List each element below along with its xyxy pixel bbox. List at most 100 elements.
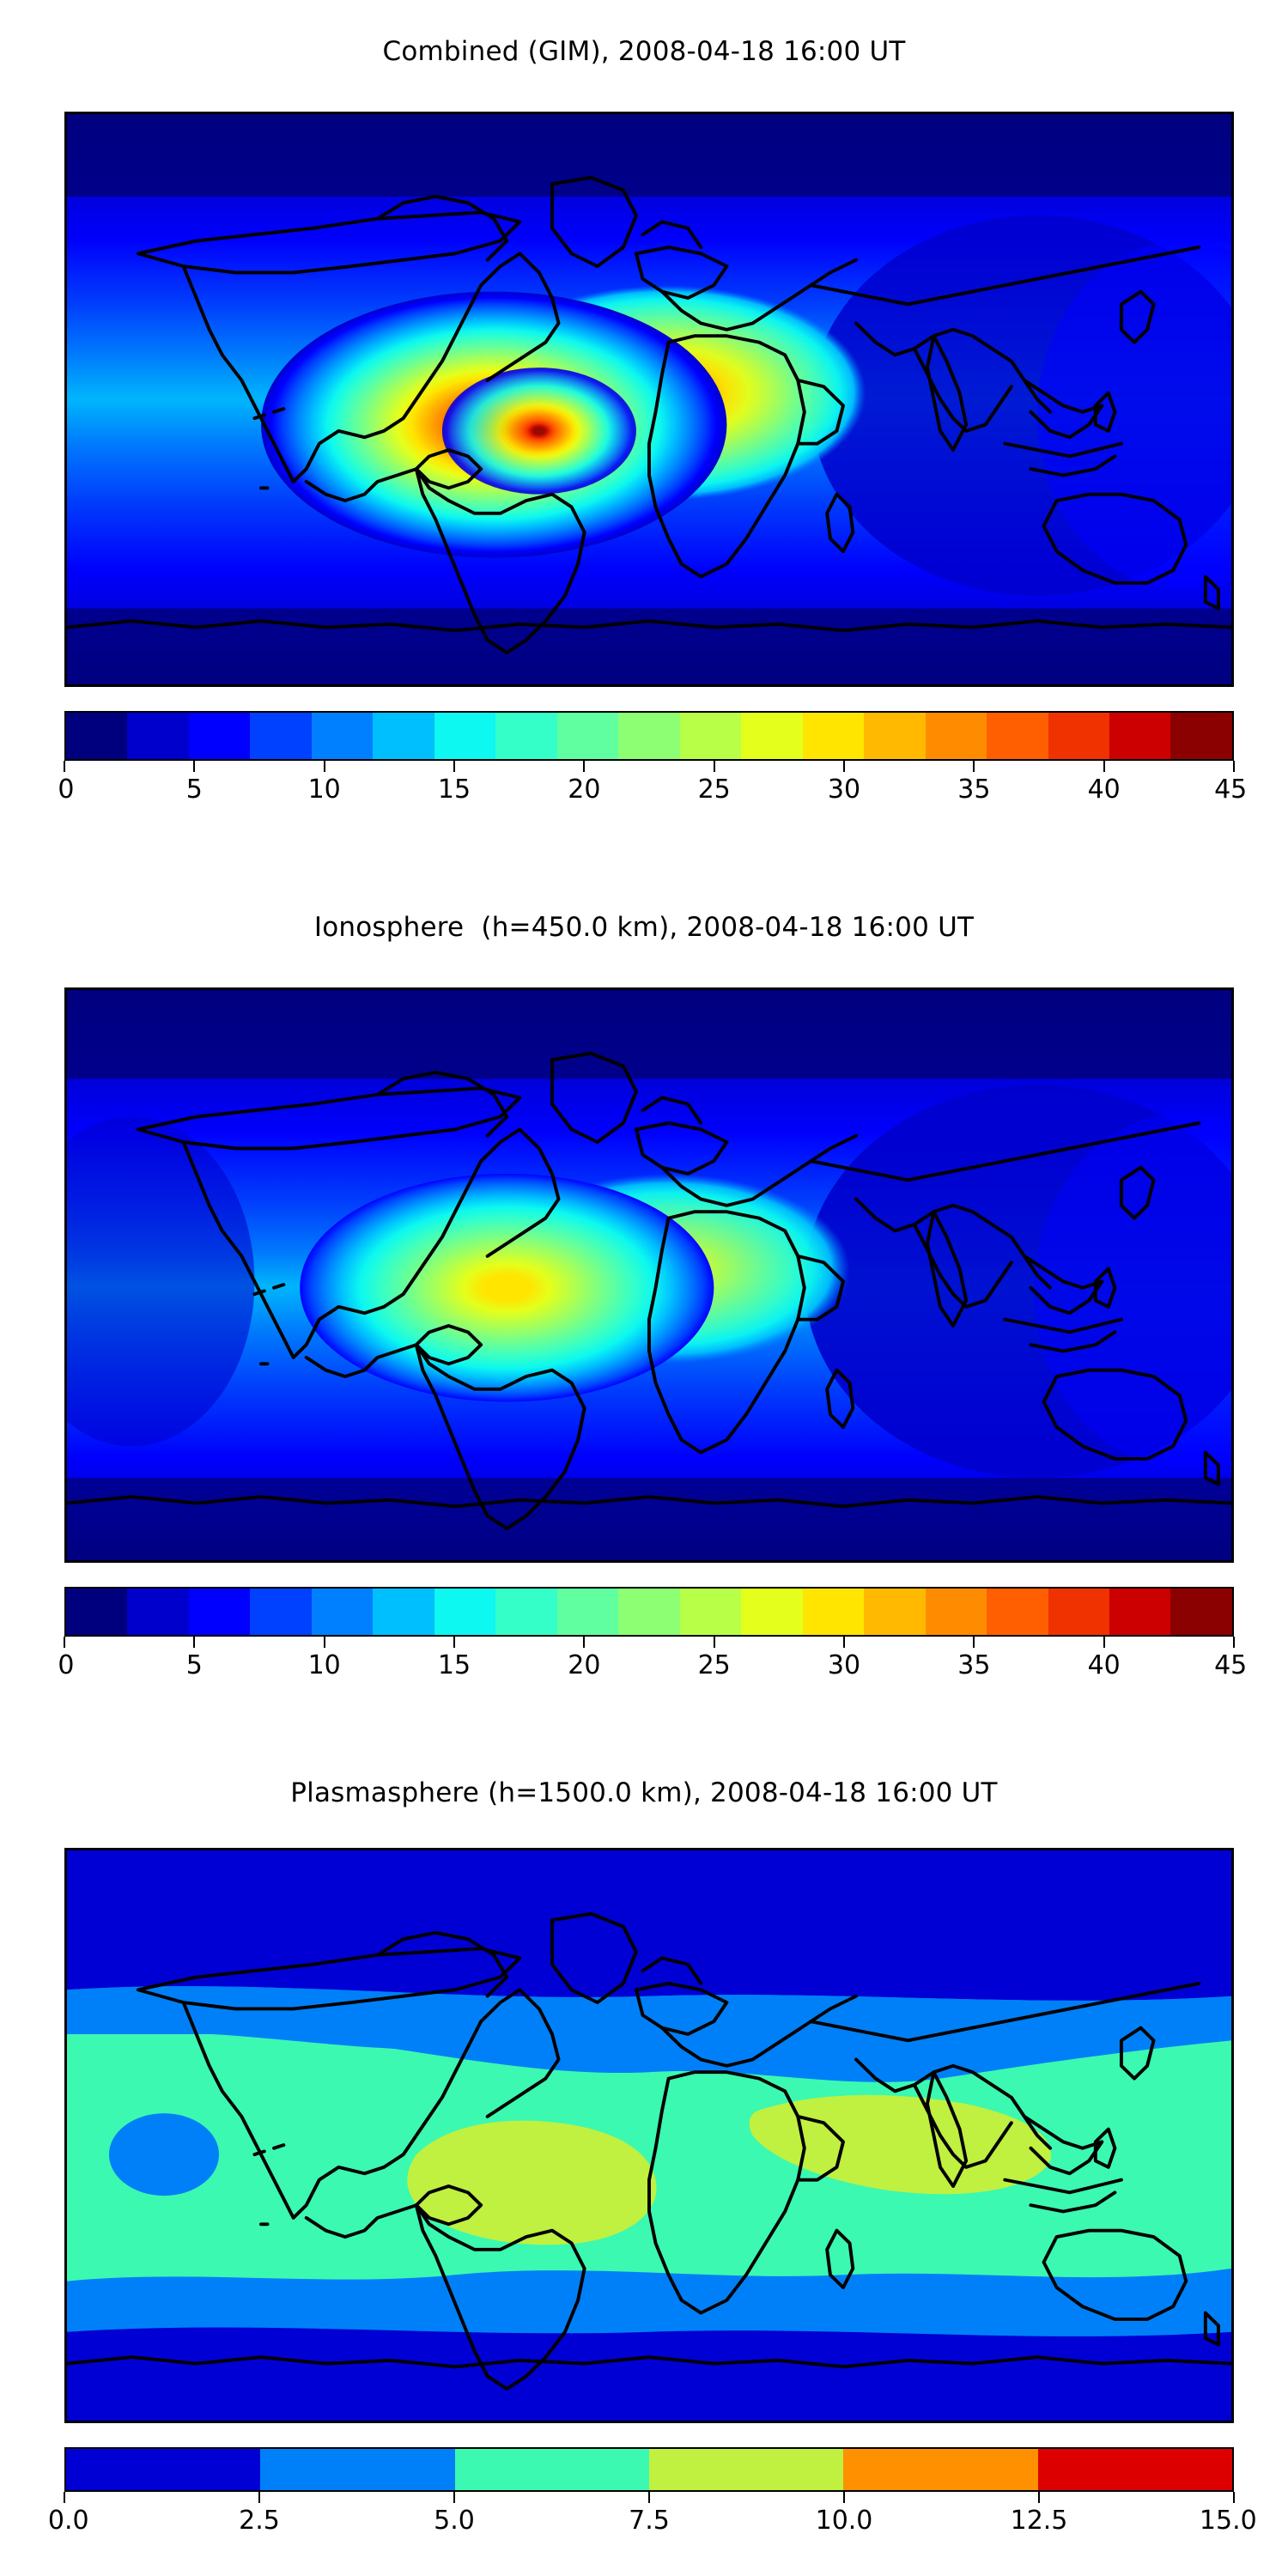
- colorbar-tickmark: [1233, 761, 1235, 772]
- colorbar-tick-label: 0: [58, 775, 75, 805]
- colorbar-tick-label: 40: [1087, 1650, 1121, 1680]
- colorbar-segment-9: [618, 1589, 680, 1635]
- colorbar-tick-label: 10: [307, 1650, 341, 1680]
- colorbar-gradient-combined: [64, 711, 1234, 761]
- colorbar-tickmark: [64, 2492, 65, 2503]
- colorbar-tick-label: 7.5: [629, 2506, 670, 2536]
- panel-title-plasmasphere: Plasmasphere (h=1500.0 km), 2008-04-18 1…: [290, 1777, 998, 1808]
- colorbar-tickmark: [648, 2492, 650, 2503]
- colorbar-segment-16: [1048, 713, 1109, 759]
- colorbar-segment-5: [1037, 2449, 1232, 2490]
- colorbar-ticks-combined: [64, 761, 1235, 773]
- colorbar-segment-3: [648, 2449, 844, 2490]
- colorbar-tick-label: 5: [185, 1650, 203, 1680]
- colorbar-tickmark: [64, 1637, 65, 1648]
- colorbar-segment-13: [864, 713, 926, 759]
- colorbar-tickmark: [1038, 2492, 1040, 2503]
- colorbar-tick-label: 0.0: [47, 2506, 89, 2536]
- colorbar-tickmark: [258, 2492, 260, 2503]
- tec-field-plasmasphere: [67, 1850, 1231, 2421]
- colorbar-tickmark: [842, 761, 845, 772]
- colorbar-tick-label: 20: [568, 1650, 601, 1680]
- colorbar-tickmark: [973, 1637, 975, 1648]
- colorbar-segment-8: [556, 1589, 619, 1635]
- coastlines: [67, 1051, 1231, 1531]
- colorbar-segment-1: [260, 2449, 455, 2490]
- colorbar-tickmark: [713, 1637, 715, 1648]
- colorbar-tickmark: [453, 1637, 455, 1648]
- colorbar-plasmasphere[interactable]: 0.0 2.5 5.0 7.5 10.0 12.5 15.0: [48, 2447, 1257, 2536]
- colorbar-segment-0: [66, 2449, 261, 2490]
- colorbar-tick-label: 15: [437, 775, 471, 805]
- colorbar-segment-6: [434, 713, 496, 759]
- colorbar-tickmark: [193, 1637, 196, 1648]
- colorbar-tick-label: 35: [957, 775, 991, 805]
- colorbar-combined[interactable]: 0 5 10 15 20 25 30 35 40 45: [58, 711, 1247, 805]
- colorbar-tick-label: 25: [697, 1650, 731, 1680]
- colorbar-segment-2: [454, 2449, 649, 2490]
- colorbar-tick-label: 45: [1214, 1650, 1248, 1680]
- colorbar-segment-7: [495, 1589, 557, 1635]
- colorbar-tickmark: [973, 761, 975, 772]
- colorbar-tickmark: [842, 2492, 845, 2503]
- colorbar-segment-4: [843, 2449, 1038, 2490]
- colorbar-tickmark: [1233, 1637, 1235, 1648]
- colorbar-tick-label: 15.0: [1199, 2506, 1257, 2536]
- colorbar-tickmark: [193, 761, 196, 772]
- colorbar-segment-12: [802, 713, 865, 759]
- colorbar-segment-14: [925, 713, 987, 759]
- colorbar-segment-9: [618, 713, 680, 759]
- colorbar-segment-2: [188, 713, 251, 759]
- colorbar-segment-8: [556, 713, 619, 759]
- colorbar-tick-label: 30: [827, 775, 861, 805]
- colorbar-gradient-plasmasphere: [64, 2447, 1234, 2492]
- panel-combined-gim: Combined (GIM), 2008-04-18 16:00 UT: [0, 0, 1288, 867]
- map-plasmasphere[interactable]: [64, 1848, 1234, 2423]
- colorbar-tick-label: 5: [185, 775, 203, 805]
- colorbar-labels-plasmasphere: 0.0 2.5 5.0 7.5 10.0 12.5 15.0: [48, 2504, 1257, 2538]
- map-canvas: [67, 1850, 1231, 2421]
- colorbar-ionosphere[interactable]: 0 5 10 15 20 25 30 35 40 45: [58, 1587, 1247, 1680]
- colorbar-segment-18: [1170, 713, 1232, 759]
- panel-title-combined: Combined (GIM), 2008-04-18 16:00 UT: [382, 36, 906, 67]
- map-ionosphere[interactable]: [64, 987, 1234, 1563]
- colorbar-tickmark: [64, 761, 65, 772]
- colorbar-tick-label: 5.0: [434, 2506, 475, 2536]
- panel-ionosphere: Ionosphere (h=450.0 km), 2008-04-18 16:0…: [0, 876, 1288, 1743]
- colorbar-tick-label: 25: [697, 775, 731, 805]
- colorbar-tickmark: [583, 1637, 586, 1648]
- colorbar-tickmark: [453, 761, 455, 772]
- tec-field-ionosphere: [67, 990, 1231, 1560]
- colorbar-segment-15: [987, 1589, 1048, 1635]
- colorbar-tick-label: 35: [957, 1650, 991, 1680]
- colorbar-segment-1: [127, 1589, 189, 1635]
- colorbar-tick-label: 10.0: [815, 2506, 873, 2536]
- colorbar-tickmark: [842, 1637, 845, 1648]
- colorbar-segment-6: [434, 1589, 496, 1635]
- colorbar-ticks-plasmasphere: [64, 2492, 1235, 2504]
- colorbar-tickmark: [1103, 761, 1105, 772]
- colorbar-segment-11: [741, 1589, 803, 1635]
- colorbar-tick-label: 2.5: [239, 2506, 280, 2536]
- colorbar-segment-0: [66, 1589, 128, 1635]
- colorbar-tick-label: 20: [568, 775, 601, 805]
- coastlines: [67, 1911, 1231, 2391]
- colorbar-segment-10: [679, 713, 742, 759]
- colorbar-segment-4: [311, 1589, 374, 1635]
- colorbar-tickmark: [1103, 1637, 1105, 1648]
- map-canvas: [67, 114, 1231, 684]
- colorbar-segment-2: [188, 1589, 251, 1635]
- colorbar-segment-3: [250, 1589, 312, 1635]
- colorbar-labels-combined: 0 5 10 15 20 25 30 35 40 45: [58, 773, 1247, 807]
- colorbar-segment-13: [864, 1589, 926, 1635]
- colorbar-segment-1: [127, 713, 189, 759]
- colorbar-tick-label: 10: [307, 775, 341, 805]
- map-combined-gim[interactable]: [64, 112, 1234, 687]
- colorbar-tick-label: 30: [827, 1650, 861, 1680]
- colorbar-segment-10: [679, 1589, 742, 1635]
- colorbar-tick-label: 12.5: [1010, 2506, 1068, 2536]
- colorbar-segment-7: [495, 713, 557, 759]
- colorbar-segment-4: [311, 713, 374, 759]
- colorbar-segment-5: [373, 1589, 434, 1635]
